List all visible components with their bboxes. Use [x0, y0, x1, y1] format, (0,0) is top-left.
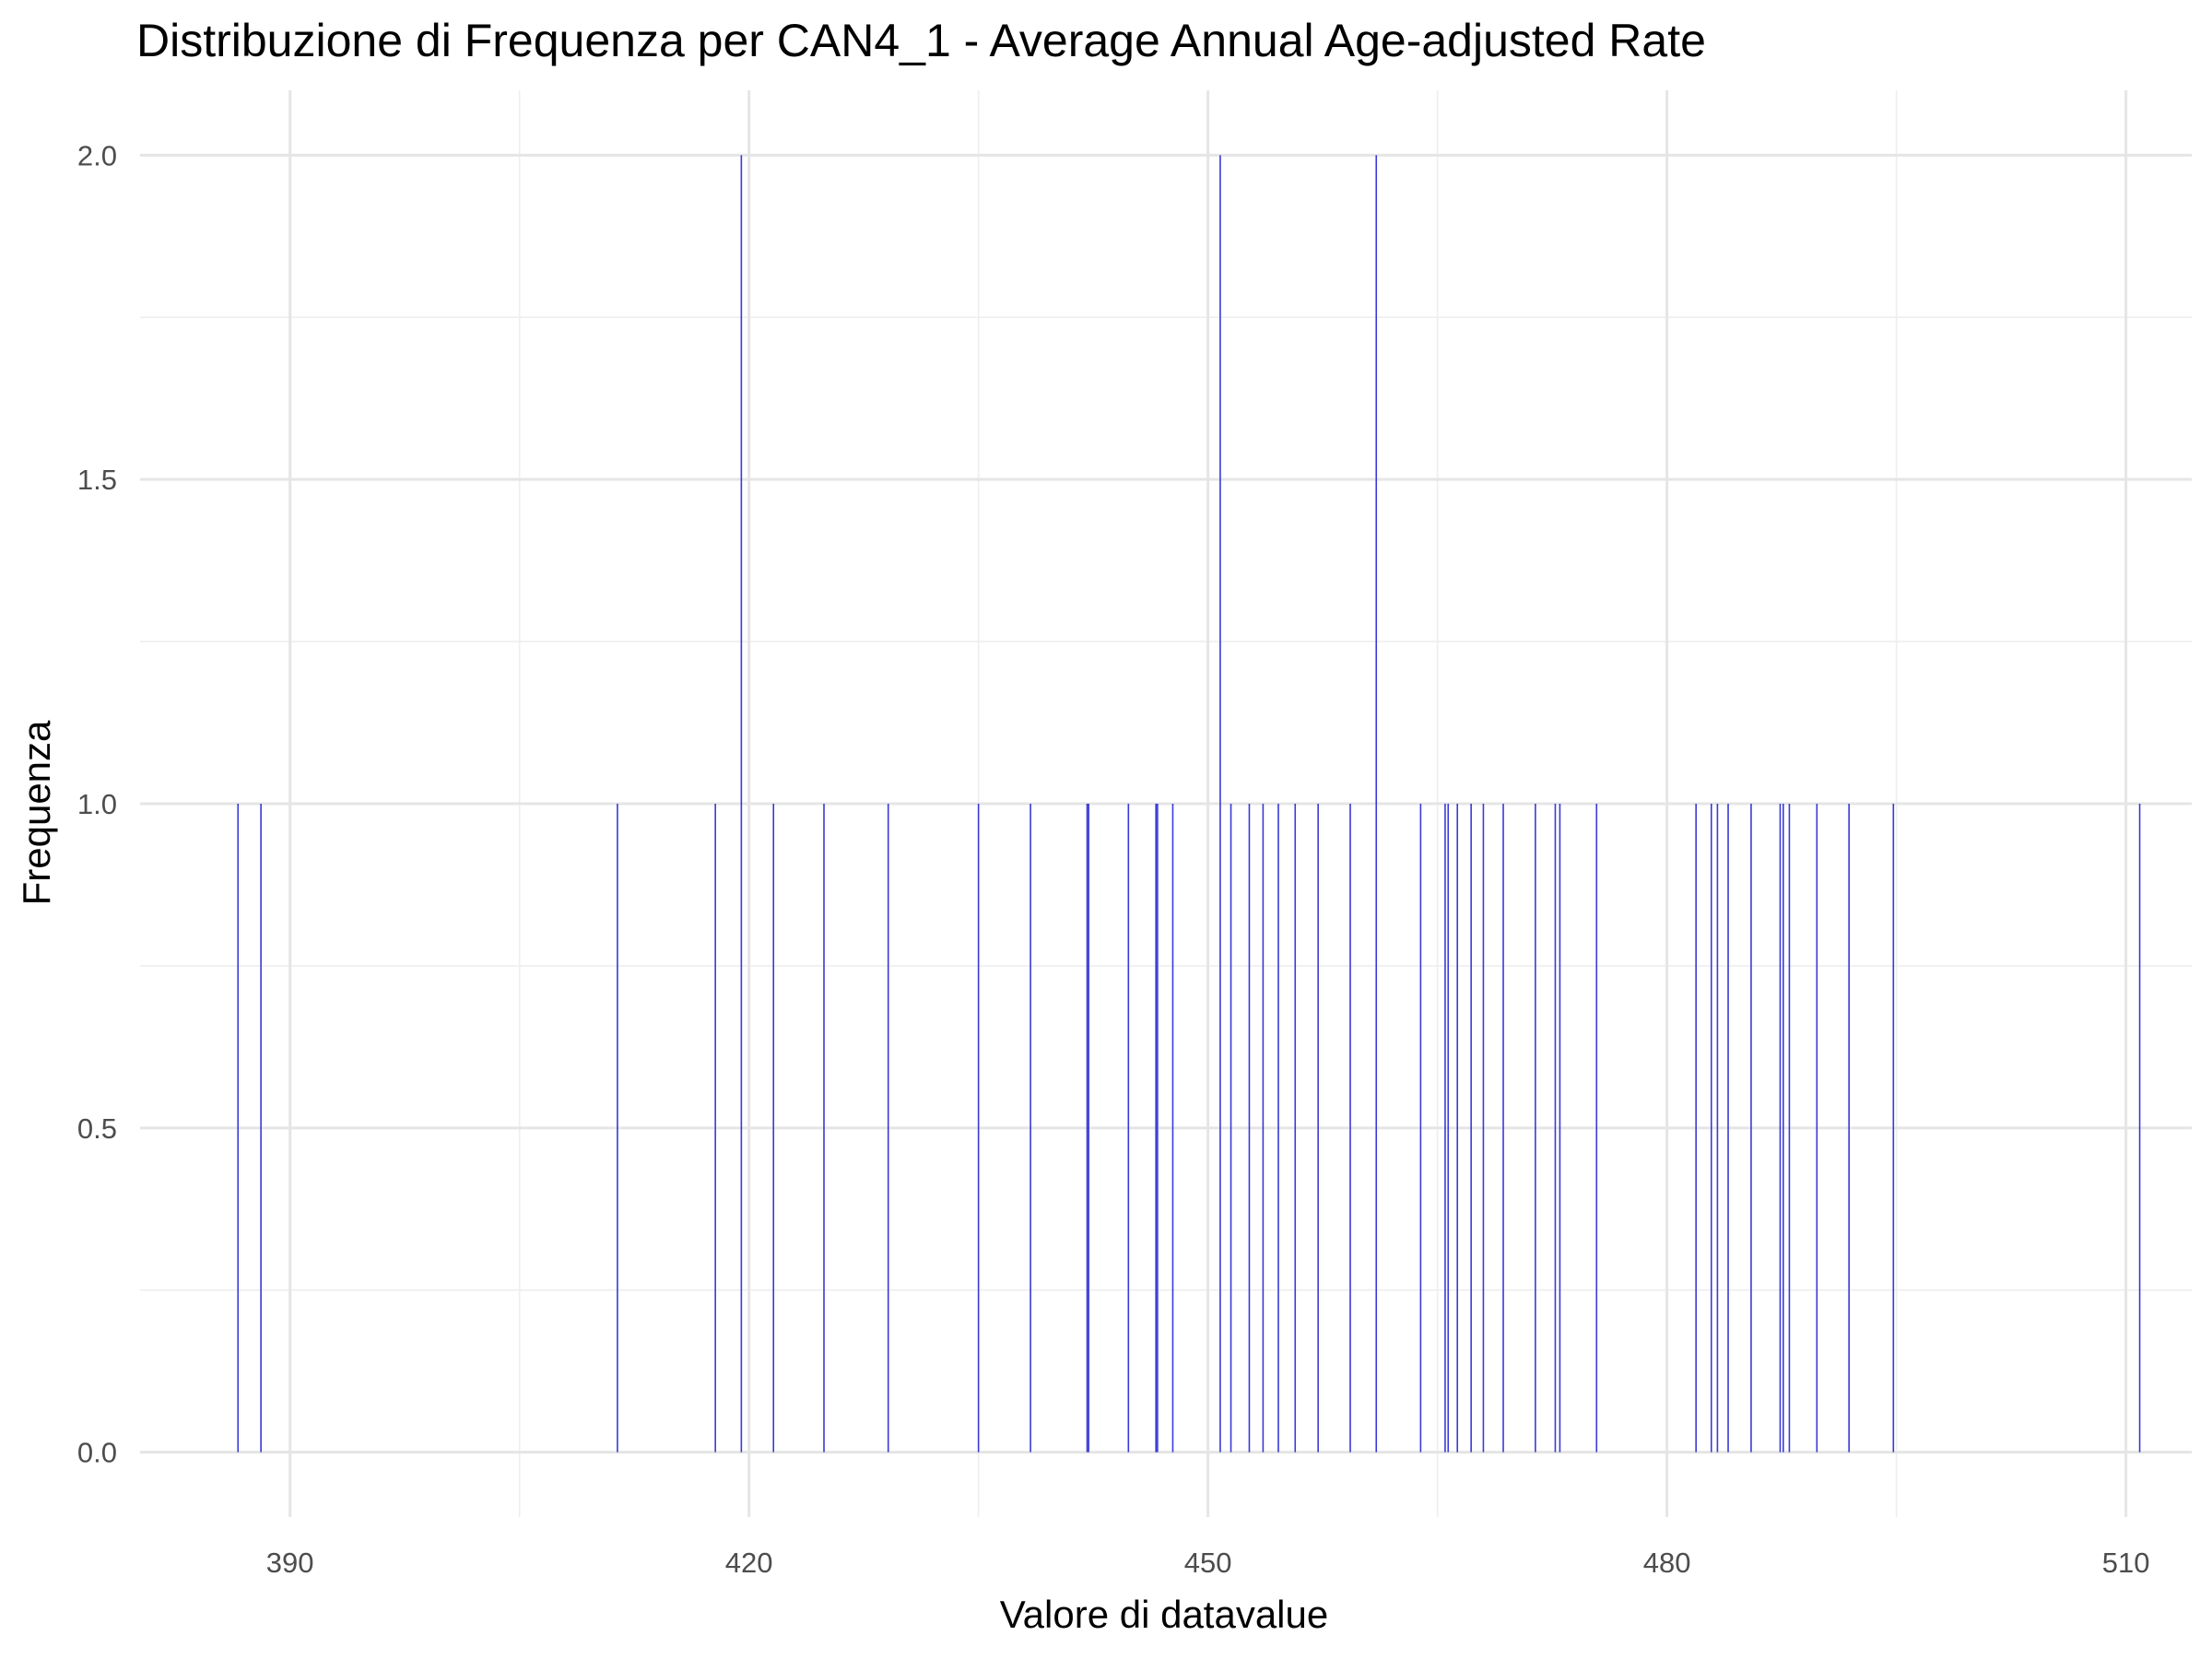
y-tick-label: 1.5 [77, 464, 117, 496]
histogram-bar [1317, 804, 1319, 1453]
histogram-bar [1554, 804, 1557, 1453]
histogram-bar [887, 804, 889, 1453]
histogram-bar [1456, 804, 1459, 1453]
histogram-bar [1375, 155, 1378, 1453]
histogram-bar [1782, 804, 1784, 1453]
histogram-bar [1535, 804, 1536, 1453]
histogram-bar [1727, 804, 1729, 1453]
y-tick-label: 2.0 [77, 139, 117, 171]
histogram-bar [1349, 804, 1351, 1453]
y-tick-label: 0.0 [77, 1437, 117, 1469]
histogram-bar [1444, 804, 1446, 1453]
histogram-bar [1277, 804, 1279, 1453]
histogram-bar [1779, 804, 1782, 1453]
histogram-bar [1230, 804, 1232, 1453]
x-axis-title: Valore di datavalue [1000, 1593, 1328, 1636]
histogram-bar [823, 804, 825, 1453]
chart-title: Distribuzione di Frequenza per CAN4_1 - … [136, 15, 1706, 66]
histogram-bar [1447, 804, 1450, 1453]
histogram-bar [1155, 804, 1158, 1453]
histogram-bar [1030, 804, 1031, 1453]
histogram-bar [1559, 804, 1561, 1453]
histogram-bar [1816, 804, 1818, 1453]
x-tick-label: 480 [1643, 1547, 1691, 1579]
x-tick-label: 390 [266, 1547, 314, 1579]
histogram-bar [1710, 804, 1712, 1453]
y-tick-label: 1.0 [77, 788, 117, 820]
histogram-bar [1086, 804, 1088, 1453]
histogram-bars [237, 155, 2141, 1453]
y-tick-label: 0.5 [77, 1112, 117, 1145]
x-tick-label: 510 [2102, 1547, 2150, 1579]
histogram-bar [1262, 804, 1265, 1453]
histogram-bar [1482, 804, 1485, 1453]
x-tick-label: 450 [1184, 1547, 1232, 1579]
histogram-bar [1248, 804, 1251, 1453]
histogram-bar [260, 804, 262, 1453]
histogram-bar [2138, 804, 2141, 1453]
histogram-bar [1157, 804, 1159, 1453]
grid-lines [140, 90, 2192, 1517]
histogram-bar [237, 804, 240, 1453]
histogram-bar [1088, 804, 1089, 1453]
histogram-bar [1750, 804, 1752, 1453]
histogram-bar [1716, 804, 1719, 1453]
histogram-bar [1470, 804, 1472, 1453]
histogram-bar [1294, 804, 1297, 1453]
histogram-bar [1127, 804, 1130, 1453]
histogram-bar [1695, 804, 1697, 1453]
histogram-bar [1419, 804, 1422, 1453]
histogram-bar [1502, 804, 1504, 1453]
histogram-bar [1848, 804, 1850, 1453]
histogram-bar [772, 804, 775, 1453]
histogram-bar [1892, 804, 1895, 1453]
histogram-bar [1171, 804, 1174, 1453]
axis-ticks: 390 420 450 480 510 0.0 0.5 1.0 1.5 2.0 [77, 139, 2150, 1579]
histogram-bar [714, 804, 716, 1453]
histogram-bar [977, 804, 980, 1453]
x-tick-label: 420 [725, 1547, 773, 1579]
histogram-bar [740, 155, 743, 1453]
histogram-bar [1219, 155, 1221, 1453]
histogram-bar [617, 804, 618, 1453]
histogram-bar [1788, 804, 1791, 1453]
histogram-bar [1595, 804, 1598, 1453]
y-axis-title: Frequenza [15, 720, 58, 905]
